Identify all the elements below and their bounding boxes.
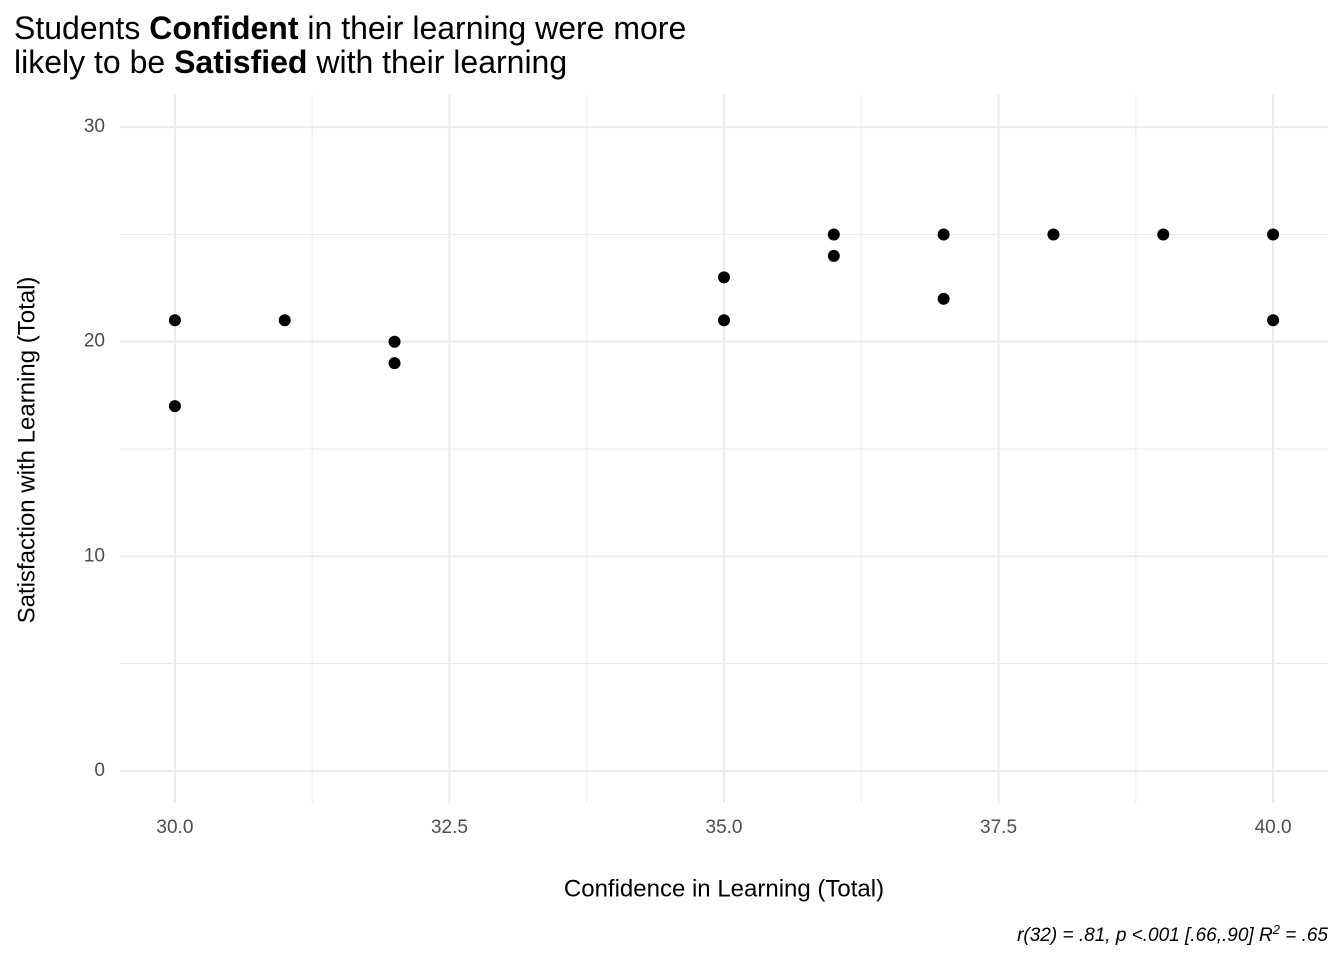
y-tick-label: 20 [84,331,105,352]
title-part: with their learning [307,44,567,80]
caption-part: 2 [1272,922,1281,937]
x-tick-label: 32.5 [431,817,468,838]
y-axis-title: Satisfaction with Learning (Total) [13,277,40,624]
x-tick-label: 40.0 [1255,817,1292,838]
title-part: Students [14,10,149,46]
caption: r(32) = .81, p <.001 [.66,.90] R2 = .65 [1017,922,1328,947]
point [1047,228,1060,241]
y-tick-label: 30 [84,116,105,137]
caption-part: r(32) = .81, p <.001 [.66,.90] R [1017,925,1273,946]
title-part: Confident [149,10,299,46]
point [937,292,950,305]
point [388,335,401,348]
chart-title: likely to be Satisfied with their learni… [14,44,567,80]
title-part: in their learning were more [299,10,687,46]
grid [120,95,1328,803]
y-tick-label: 0 [94,760,105,781]
point [1267,314,1280,327]
point [388,357,401,370]
chart-title: Students Confident in their learning wer… [14,10,686,46]
x-axis-title: Confidence in Learning (Total) [564,875,884,902]
caption-part: = .65 [1280,925,1328,946]
title-part: Satisfied [174,44,307,80]
x-tick-label: 37.5 [980,817,1017,838]
point [1157,228,1170,241]
x-tick-label: 30.0 [156,817,193,838]
x-tick-label: 35.0 [706,817,743,838]
point [168,400,181,413]
point [1267,228,1280,241]
point [827,249,840,262]
point [827,228,840,241]
point [718,314,730,327]
y-tick-label: 10 [84,545,105,566]
title-part: likely to be [14,44,174,80]
point [168,314,181,327]
point [718,271,730,284]
point [278,314,291,327]
point [937,228,950,241]
